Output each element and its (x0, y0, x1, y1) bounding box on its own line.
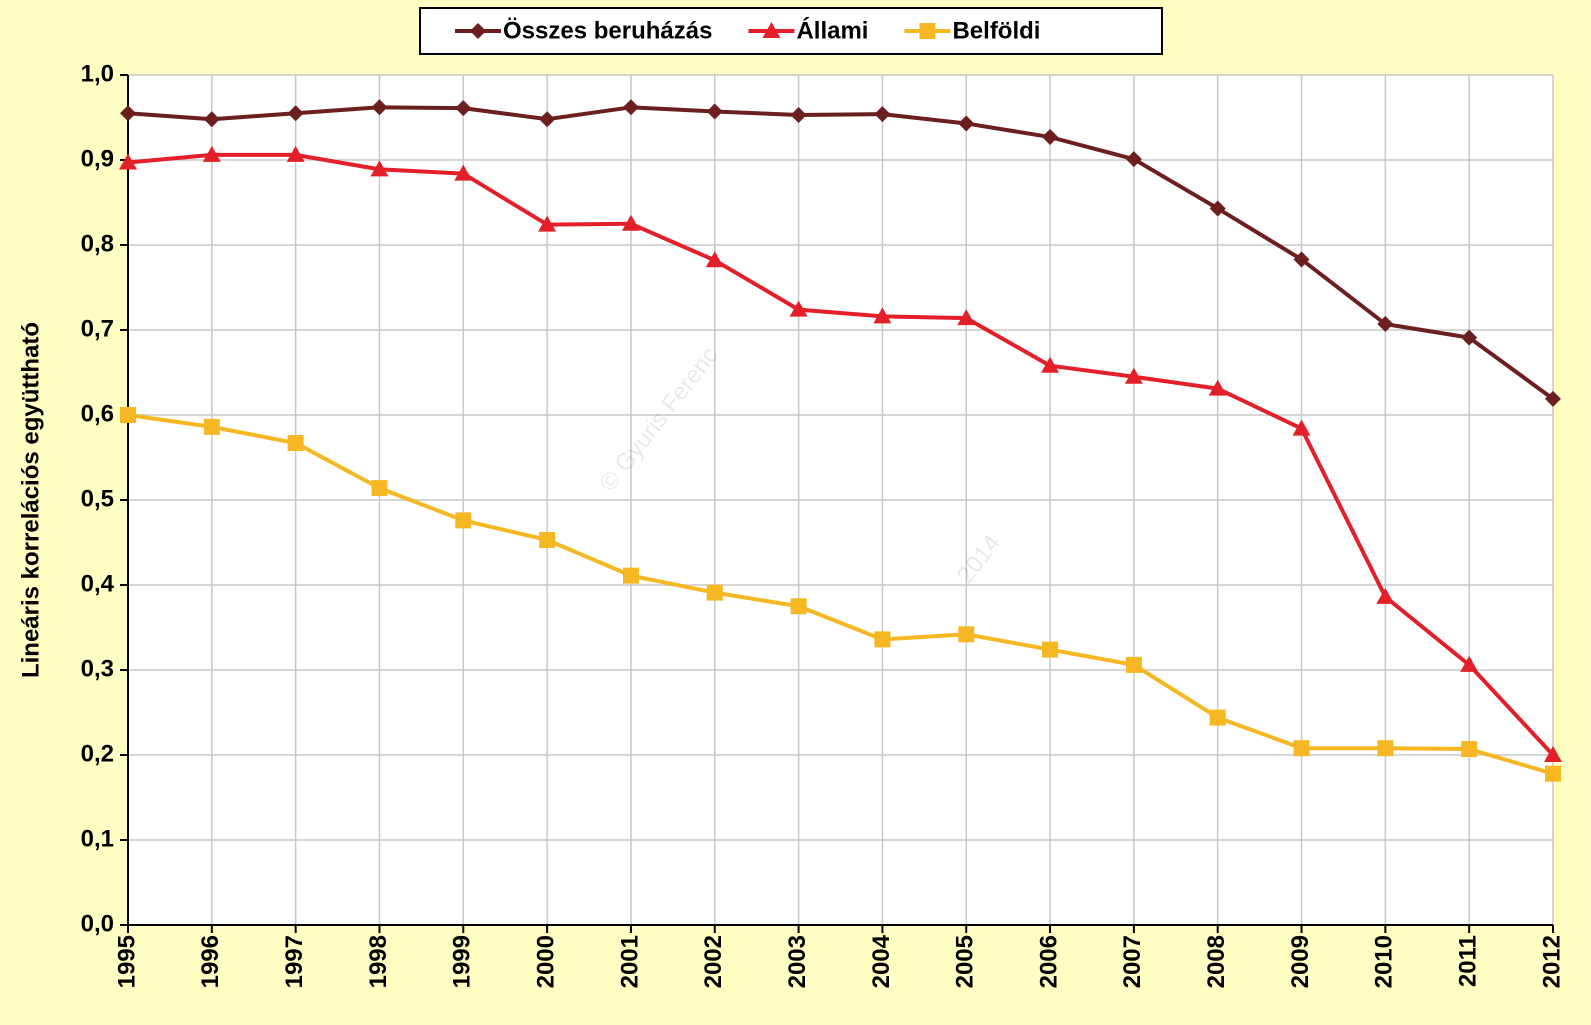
marker (1209, 709, 1226, 726)
marker (1545, 390, 1561, 407)
marker (455, 100, 472, 117)
marker (790, 598, 807, 615)
marker (370, 160, 389, 177)
x-tick-label: 2006 (1035, 935, 1062, 988)
marker (538, 215, 557, 232)
marker (789, 300, 808, 317)
marker (622, 567, 639, 584)
x-tick-label: 2007 (1119, 935, 1146, 988)
marker (455, 512, 472, 529)
marker (470, 23, 486, 39)
marker (958, 115, 975, 132)
marker (539, 111, 556, 128)
marker (1041, 356, 1060, 373)
marker (1293, 251, 1310, 268)
marker (119, 153, 137, 170)
y-tick-label: 0,0 (81, 910, 114, 937)
series-line (127, 105, 1555, 401)
x-tick-label: 2002 (700, 935, 727, 988)
marker (622, 99, 639, 116)
y-axis-label: Lineáris korrelációs együttható (17, 322, 44, 678)
y-tick-label: 0,6 (81, 400, 114, 427)
x-tick-label: 2004 (868, 934, 895, 988)
marker (958, 626, 975, 643)
x-tick-label: 2008 (1203, 935, 1230, 988)
x-tick-label: 1995 (113, 935, 140, 988)
marker (1292, 419, 1311, 436)
x-tick-label: 2000 (532, 935, 559, 988)
marker (1124, 367, 1143, 384)
marker (120, 105, 136, 122)
marker (957, 309, 976, 326)
series-layer (119, 99, 1562, 782)
marker (539, 531, 556, 548)
x-tick-label: 2005 (952, 935, 979, 988)
marker (287, 435, 304, 452)
marker (621, 214, 640, 231)
marker (874, 631, 891, 648)
marker (1376, 587, 1395, 604)
marker (1377, 740, 1394, 757)
y-tick-label: 0,5 (81, 485, 114, 512)
x-tick-label: 2011 (1455, 935, 1482, 987)
marker (873, 307, 892, 324)
marker (1042, 641, 1059, 658)
marker (1377, 316, 1394, 333)
marker (919, 23, 936, 39)
marker (454, 164, 473, 181)
marker (203, 111, 220, 128)
legend-items: Összes beruházás Állami Belföldi (455, 16, 1040, 44)
marker (120, 407, 136, 423)
marker (706, 584, 723, 601)
marker (1544, 746, 1562, 762)
y-tick-label: 1,0 (81, 60, 114, 87)
marker (371, 480, 388, 497)
legend-label: Összes beruházás (503, 17, 712, 44)
y-tick-label: 0,2 (81, 740, 114, 767)
marker (1545, 765, 1561, 782)
marker (287, 105, 304, 122)
marker (1208, 379, 1227, 396)
legend-label: Állami (796, 16, 868, 44)
marker (874, 106, 891, 123)
marker (706, 103, 723, 120)
y-tick-label: 0,7 (81, 315, 114, 342)
x-tick-label: 2003 (784, 935, 811, 988)
marker (1125, 151, 1142, 168)
x-tick-label: 2001 (616, 935, 643, 988)
grid (120, 74, 1554, 933)
y-tick-label: 0,8 (81, 230, 114, 257)
marker (203, 418, 220, 435)
marker (1460, 655, 1479, 672)
y-tick-label: 0,1 (81, 825, 114, 852)
y-tick-label: 0,3 (81, 655, 114, 682)
series-line (127, 152, 1555, 757)
marker (1461, 329, 1478, 346)
y-tick-label: 0,9 (81, 145, 114, 172)
y-tick-label: 0,4 (81, 570, 115, 597)
x-tick-label: 2012 (1538, 935, 1565, 988)
marker (1042, 129, 1059, 146)
marker (1209, 200, 1226, 217)
marker (705, 251, 724, 268)
marker (1293, 740, 1310, 757)
x-tick-label: 1999 (449, 935, 476, 988)
legend-label: Belföldi (952, 17, 1040, 44)
x-tick-label: 1998 (365, 935, 392, 988)
marker (371, 99, 388, 116)
marker (1125, 656, 1142, 673)
x-tick-label: 1997 (281, 935, 308, 988)
marker (762, 22, 781, 38)
marker (790, 106, 807, 123)
series-line (127, 413, 1554, 776)
x-tick-label: 2009 (1287, 935, 1314, 988)
marker (286, 145, 305, 162)
x-tick-label: 1996 (197, 935, 224, 988)
marker (202, 145, 221, 162)
x-tick-label: 2010 (1371, 935, 1398, 988)
marker (1461, 741, 1478, 758)
